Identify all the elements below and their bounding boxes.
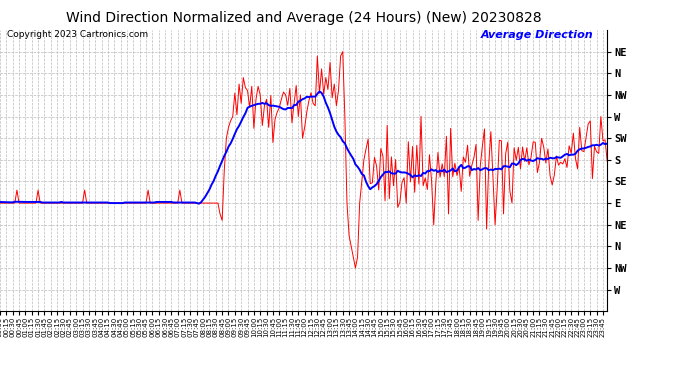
Text: Copyright 2023 Cartronics.com: Copyright 2023 Cartronics.com: [7, 30, 148, 39]
Text: Average Direction: Average Direction: [481, 30, 593, 40]
Text: Wind Direction Normalized and Average (24 Hours) (New) 20230828: Wind Direction Normalized and Average (2…: [66, 11, 542, 25]
